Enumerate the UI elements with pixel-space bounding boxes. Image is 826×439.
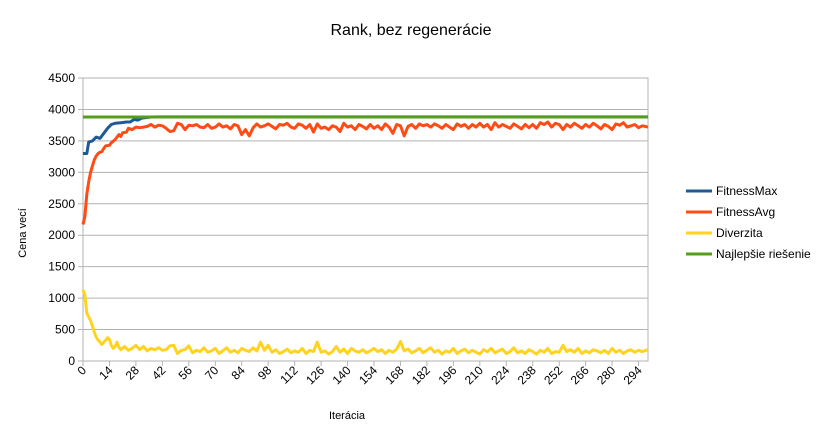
series-line: [81, 120, 649, 225]
gridlines: [83, 108, 648, 331]
legend-entry: Diverzita: [716, 226, 763, 240]
x-axis-ticks: 0 14 28 42 56 70 84 98 112 126 140 154 168 182 196 210 2…: [74, 361, 645, 387]
y-tick-label: 0: [68, 354, 75, 368]
y-tick-label: 500: [55, 323, 75, 337]
legend-entry: FitnessMax: [716, 184, 777, 198]
y-tick-label: 1000: [48, 291, 75, 305]
x-tick-label: 126: [303, 363, 327, 387]
x-tick-label: 294: [621, 363, 645, 387]
x-tick-label: 252: [541, 363, 565, 387]
y-axis-ticks: 0 500 1000 1500 2000 2500 3000 3500 4000 4500: [48, 71, 83, 368]
x-tick-label: 28: [123, 363, 143, 383]
legend-entry: Najlepšie riešenie: [716, 247, 811, 261]
x-tick-label: 84: [229, 363, 249, 383]
series-line: [83, 115, 648, 155]
chart-title: Rank, bez regenerácie: [331, 22, 492, 39]
plot-area-border: [82, 77, 649, 362]
y-tick-label: 4500: [48, 71, 75, 85]
x-tick-label: 196: [435, 363, 459, 387]
x-tick-label: 70: [202, 363, 222, 383]
x-tick-label: 140: [330, 363, 354, 387]
y-tick-label: 3000: [48, 165, 75, 179]
series-line: [81, 289, 649, 356]
legend: FitnessMax FitnessAvg Diverzita Najlepšie r…: [686, 184, 811, 261]
x-tick-label: 56: [176, 363, 196, 383]
x-tick-label: 112: [277, 363, 301, 387]
y-tick-label: 2500: [48, 197, 75, 211]
x-tick-label: 224: [488, 363, 512, 387]
y-tick-label: 3500: [48, 134, 75, 148]
x-tick-label: 42: [149, 363, 169, 383]
y-axis-label: Cena vecí: [17, 208, 29, 258]
x-tick-label: 14: [96, 363, 116, 383]
x-tick-label: 210: [462, 363, 486, 387]
x-tick-label: 168: [383, 363, 407, 387]
y-tick-label: 1500: [48, 260, 75, 274]
legend-entry: FitnessAvg: [716, 205, 775, 219]
y-tick-label: 2000: [48, 228, 75, 242]
series-group: [81, 115, 649, 356]
x-tick-label: 238: [515, 363, 539, 387]
x-tick-label: 154: [356, 363, 380, 387]
y-tick-label: 4000: [48, 102, 75, 116]
x-tick-label: 98: [255, 363, 275, 383]
x-tick-label: 280: [594, 363, 618, 387]
x-tick-label: 0: [74, 363, 89, 378]
x-tick-label: 266: [568, 363, 592, 387]
x-axis-label: Iterácia: [329, 410, 366, 422]
x-tick-label: 182: [409, 363, 433, 387]
